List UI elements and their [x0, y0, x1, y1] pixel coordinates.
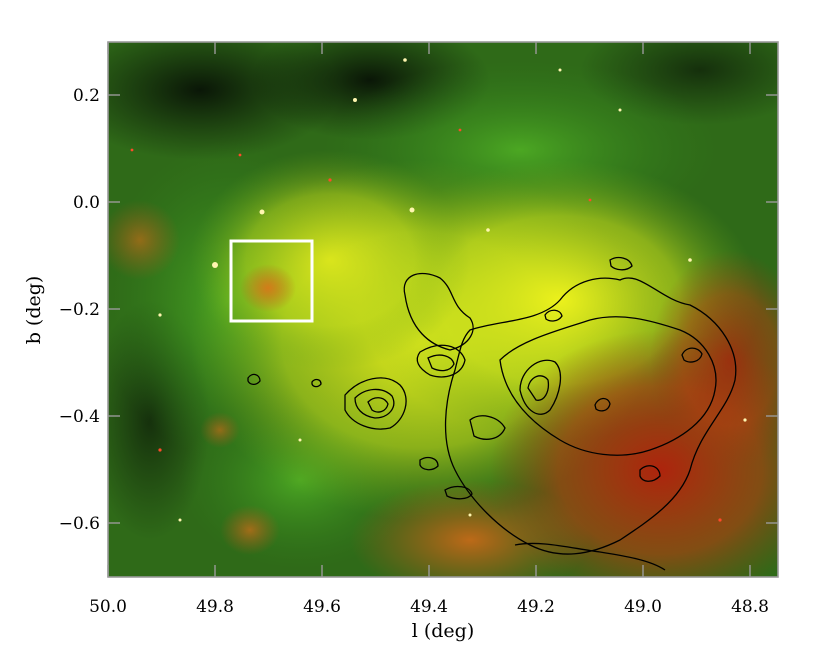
x-tick-labels: 50.0 49.8 49.6 49.4 49.2 49.0 48.8 — [89, 597, 769, 617]
y-tick-label: −0.4 — [59, 407, 100, 427]
y-tick-label: −0.2 — [59, 300, 100, 320]
x-tick-label: 49.6 — [303, 597, 341, 617]
y-tick-labels: 0.2 0.0 −0.2 −0.4 −0.6 — [59, 86, 100, 534]
x-tick-label: 49.8 — [196, 597, 234, 617]
x-tick-label: 49.4 — [410, 597, 448, 617]
x-tick-label: 49.2 — [517, 597, 555, 617]
y-axis-title: b (deg) — [23, 276, 45, 345]
contour-overlay — [247, 256, 737, 571]
y-axis-ticks — [108, 94, 778, 524]
x-tick-label: 49.0 — [624, 597, 662, 617]
y-tick-label: 0.2 — [73, 86, 100, 106]
sky-image — [108, 42, 778, 577]
x-axis-title: l (deg) — [412, 620, 475, 642]
x-tick-label: 50.0 — [89, 597, 127, 617]
y-tick-label: −0.6 — [59, 514, 100, 534]
inset-region-box — [229, 239, 314, 323]
y-tick-label: 0.0 — [73, 193, 100, 213]
x-tick-label: 48.8 — [731, 597, 769, 617]
x-axis-ticks — [107, 42, 751, 577]
